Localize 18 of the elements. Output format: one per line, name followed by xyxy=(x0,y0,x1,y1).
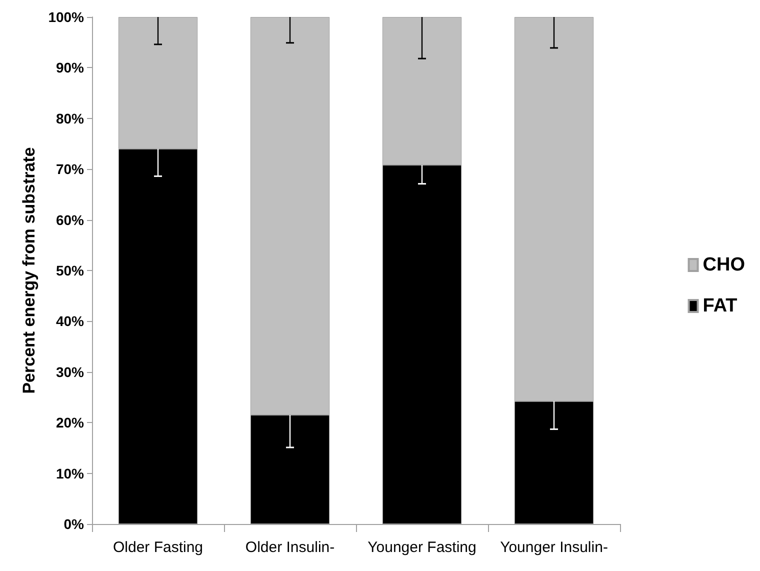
y-tick-label: 0% xyxy=(64,516,85,532)
x-tick-label: Older Insulin- xyxy=(245,539,335,556)
y-tick-label: 30% xyxy=(56,364,85,380)
x-tick-label: Younger Insulin- xyxy=(500,539,608,556)
legend-label: CHO xyxy=(702,254,746,276)
x-tick-label: Older Fasting xyxy=(112,539,204,556)
y-tick-label: 60% xyxy=(56,212,85,228)
y-tick-label: 20% xyxy=(56,414,85,431)
y-tick-label: 90% xyxy=(56,60,85,76)
y-tick-label: 50% xyxy=(56,262,85,278)
y-tick-label: 70% xyxy=(56,161,85,178)
y-tick-label: 100% xyxy=(48,9,85,25)
x-tick-label: Younger Fasting xyxy=(368,539,476,556)
legend-label: FAT xyxy=(702,296,738,316)
y-axis-title: Percent energy from substrate xyxy=(19,147,38,394)
y-tick-label: 80% xyxy=(56,110,85,126)
y-tick-label: 40% xyxy=(56,313,85,330)
y-tick-label: 10% xyxy=(56,465,85,482)
